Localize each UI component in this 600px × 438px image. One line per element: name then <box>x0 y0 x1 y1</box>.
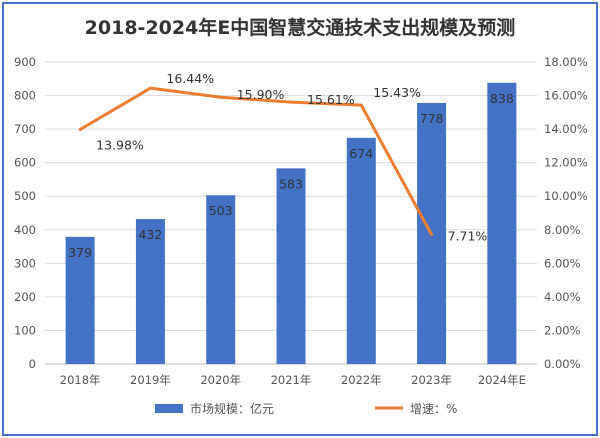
right-tick-label: 14.00% <box>544 122 588 136</box>
growth-line <box>79 86 433 236</box>
bar <box>206 195 236 364</box>
line-data-label: 7.71% <box>448 229 488 244</box>
left-tick-label: 600 <box>14 156 36 170</box>
right-tick-label: 0.00% <box>544 357 581 371</box>
line-data-label: 15.90% <box>237 87 285 102</box>
right-tick-label: 12.00% <box>544 156 588 170</box>
x-tick-label: 2020年 <box>200 373 241 387</box>
right-tick-label: 4.00% <box>544 290 581 304</box>
right-tick-label: 16.00% <box>544 89 588 103</box>
chart-title: 2018-2024年E中国智慧交通技术支出规模及预测 <box>85 16 516 39</box>
bar-data-label: 432 <box>138 227 162 242</box>
bar-data-label: 778 <box>420 111 444 126</box>
right-tick-label: 8.00% <box>544 223 581 237</box>
line-data-label: 15.43% <box>373 85 421 100</box>
legend-swatch-bar <box>155 404 183 413</box>
left-tick-label: 900 <box>14 55 36 69</box>
line-point <box>219 95 223 99</box>
left-tick-label: 500 <box>14 189 36 203</box>
bar <box>346 137 376 364</box>
left-tick-label: 100 <box>14 323 36 337</box>
left-tick-label: 300 <box>14 256 36 270</box>
left-tick-label: 200 <box>14 290 36 304</box>
bar-data-label: 503 <box>209 203 233 218</box>
bar <box>135 219 165 364</box>
line-point <box>78 127 82 131</box>
bar-data-label: 583 <box>279 176 303 191</box>
bar <box>65 236 95 364</box>
legend-label-line: 增速：% <box>410 402 457 416</box>
line-point <box>289 100 293 104</box>
legend-label-bar: 市场规模：亿元 <box>190 401 274 416</box>
left-tick-label: 800 <box>14 89 36 103</box>
x-tick-label: 2022年 <box>341 373 382 387</box>
legend: 市场规模：亿元 增速：% <box>155 401 457 416</box>
right-tick-label: 2.00% <box>544 323 581 337</box>
x-tick-label: 2023年 <box>411 373 452 387</box>
line-point <box>148 86 152 90</box>
right-tick-label: 6.00% <box>544 256 581 270</box>
x-tick-label: 2019年 <box>130 373 171 387</box>
x-tick-label: 2018年 <box>60 373 101 387</box>
bar <box>276 168 306 364</box>
right-tick-label: 18.00% <box>544 55 588 69</box>
line-data-label: 15.61% <box>307 92 355 107</box>
left-tick-label: 700 <box>14 122 36 136</box>
line-point <box>359 103 363 107</box>
line-data-label: 13.98% <box>96 137 144 152</box>
bar-data-label: 379 <box>68 245 92 260</box>
left-tick-label: 400 <box>14 223 36 237</box>
bar-data-label: 838 <box>490 91 514 106</box>
x-tick-label: 2024年E <box>478 373 526 387</box>
bar <box>487 82 517 364</box>
left-tick-label: 0 <box>29 357 36 371</box>
line-data-label: 16.44% <box>166 71 214 86</box>
right-tick-label: 10.00% <box>544 189 588 203</box>
line-point <box>430 233 434 237</box>
bar-data-label: 674 <box>349 146 373 161</box>
x-tick-label: 2021年 <box>271 373 312 387</box>
